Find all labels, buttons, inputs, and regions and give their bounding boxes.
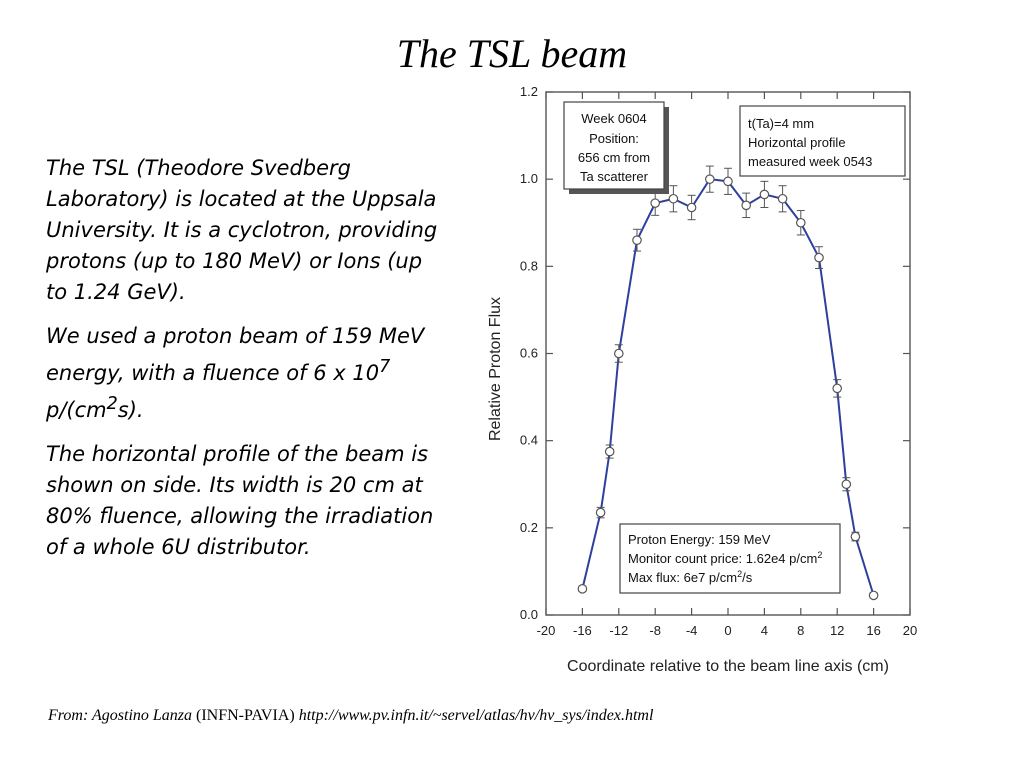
- body-text: The TSL (Theodore Svedberg Laboratory) i…: [46, 153, 441, 576]
- week-annotation-box: Week 0604 Position: 656 cm from Ta scatt…: [563, 101, 669, 194]
- data-point: [650, 198, 660, 208]
- beam-energy-text: Proton Energy: 159 MeV: [628, 532, 771, 547]
- footer-citation: From: Agostino Lanza (INFN-PAVIA) http:/…: [48, 707, 653, 725]
- data-point: [795, 217, 806, 228]
- y-tick-label: 0.4: [520, 433, 538, 448]
- series-group: [577, 165, 879, 601]
- data-point: [686, 202, 697, 213]
- profile-line-1: t(Ta)=4 mm: [748, 116, 814, 131]
- x-tick-label: 16: [866, 623, 880, 638]
- beam-info-box: Proton Energy: 159 MeV Monitor count pri…: [619, 523, 841, 594]
- data-point: [741, 200, 751, 211]
- beam-profile-chart: 0.0 0.2 0.4 0.6 0.8 1.0 1.2 -20 -16 -12 -8 -4 0 4 8 12…: [487, 86, 918, 675]
- data-point: [868, 590, 879, 601]
- tick-marks: [545, 91, 911, 616]
- week-line-3: 656 cm from: [578, 150, 650, 165]
- data-point: [777, 193, 788, 204]
- data-point: [632, 235, 642, 245]
- x-tick-label: -16: [573, 623, 592, 638]
- y-axis-label: Relative Proton Flux: [487, 297, 504, 441]
- max-flux-sup: 2: [737, 569, 742, 579]
- data-point: [614, 348, 624, 359]
- exponent-7: 7: [379, 357, 391, 377]
- x-tick-label: -20: [537, 623, 556, 638]
- data-point: [604, 446, 615, 457]
- week-line-1: Week 0604: [581, 111, 647, 126]
- paragraph-beam: We used a proton beam of 159 MeV energy,…: [46, 321, 441, 426]
- week-line-2: Position:: [589, 131, 639, 146]
- exponent-2: 2: [106, 394, 118, 414]
- profile-line-3: measured week 0543: [748, 154, 872, 169]
- y-tick-label: 0.6: [520, 346, 538, 361]
- slide-title: The TSL beam: [396, 31, 628, 76]
- x-tick-label: 8: [797, 623, 804, 638]
- paragraph-beam-mid: p/(cm: [46, 398, 107, 422]
- profile-box-frame: [739, 105, 906, 177]
- data-point: [705, 174, 715, 184]
- y-tick-label: 0.8: [520, 258, 538, 273]
- data-point: [814, 252, 824, 263]
- x-tick-label: 20: [903, 623, 917, 638]
- paragraph-beam-post: s).: [117, 398, 144, 422]
- data-point: [850, 531, 861, 542]
- y-tick-labels: 0.0 0.2 0.4 0.6 0.8 1.0 1.2: [520, 86, 538, 622]
- data-point: [595, 507, 606, 518]
- data-point: [723, 176, 733, 187]
- week-line-4: Ta scatterer: [580, 169, 649, 184]
- monitor-count-sup: 2: [817, 550, 822, 560]
- x-tick-label: -4: [686, 623, 698, 638]
- y-tick-label: 0.0: [520, 607, 538, 622]
- x-axis-label: Coordinate relative to the beam line axi…: [567, 658, 889, 675]
- data-point: [832, 383, 842, 394]
- y-tick-label: 1.2: [520, 86, 538, 99]
- data-point: [759, 189, 770, 200]
- x-tick-label: 12: [830, 623, 844, 638]
- x-tick-label: -8: [649, 623, 661, 638]
- monitor-count-text: Monitor count price: 1.62e4 p/cm2: [628, 550, 822, 566]
- data-point: [841, 479, 852, 490]
- max-flux-text: Max flux: 6e7 p/cm2/s: [628, 569, 753, 585]
- max-flux-main: Max flux: 6e7 p/cm: [628, 570, 737, 585]
- paragraph-tsl: The TSL (Theodore Svedberg Laboratory) i…: [46, 156, 438, 304]
- data-point: [668, 193, 679, 204]
- y-tick-label: 1.0: [520, 171, 538, 186]
- y-tick-label: 0.2: [520, 520, 538, 535]
- paragraph-beam-pre: We used a proton beam of 159 MeV energy,…: [46, 324, 425, 385]
- monitor-count-main: Monitor count price: 1.62e4 p/cm: [628, 551, 817, 566]
- profile-line-2: Horizontal profile: [748, 135, 846, 150]
- x-tick-label: 0: [724, 623, 731, 638]
- profile-annotation-box: t(Ta)=4 mm Horizontal profile measured w…: [739, 105, 906, 177]
- footer-org: (INFN-PAVIA): [192, 707, 299, 724]
- beam-box-frame: [619, 523, 841, 594]
- x-tick-label: -12: [609, 623, 628, 638]
- week-box-frame: [563, 101, 665, 190]
- x-tick-label: 4: [761, 623, 768, 638]
- max-flux-post: /s: [742, 570, 753, 585]
- x-tick-labels: -20 -16 -12 -8 -4 0 4 8 12 16 20: [537, 623, 918, 638]
- data-point: [577, 584, 588, 594]
- paragraph-profile: The horizontal profile of the beam is sh…: [46, 442, 434, 559]
- footer-author: From: Agostino Lanza: [48, 707, 193, 724]
- footer-url[interactable]: http://www.pv.infn.it/~servel/atlas/hv/h…: [298, 707, 654, 724]
